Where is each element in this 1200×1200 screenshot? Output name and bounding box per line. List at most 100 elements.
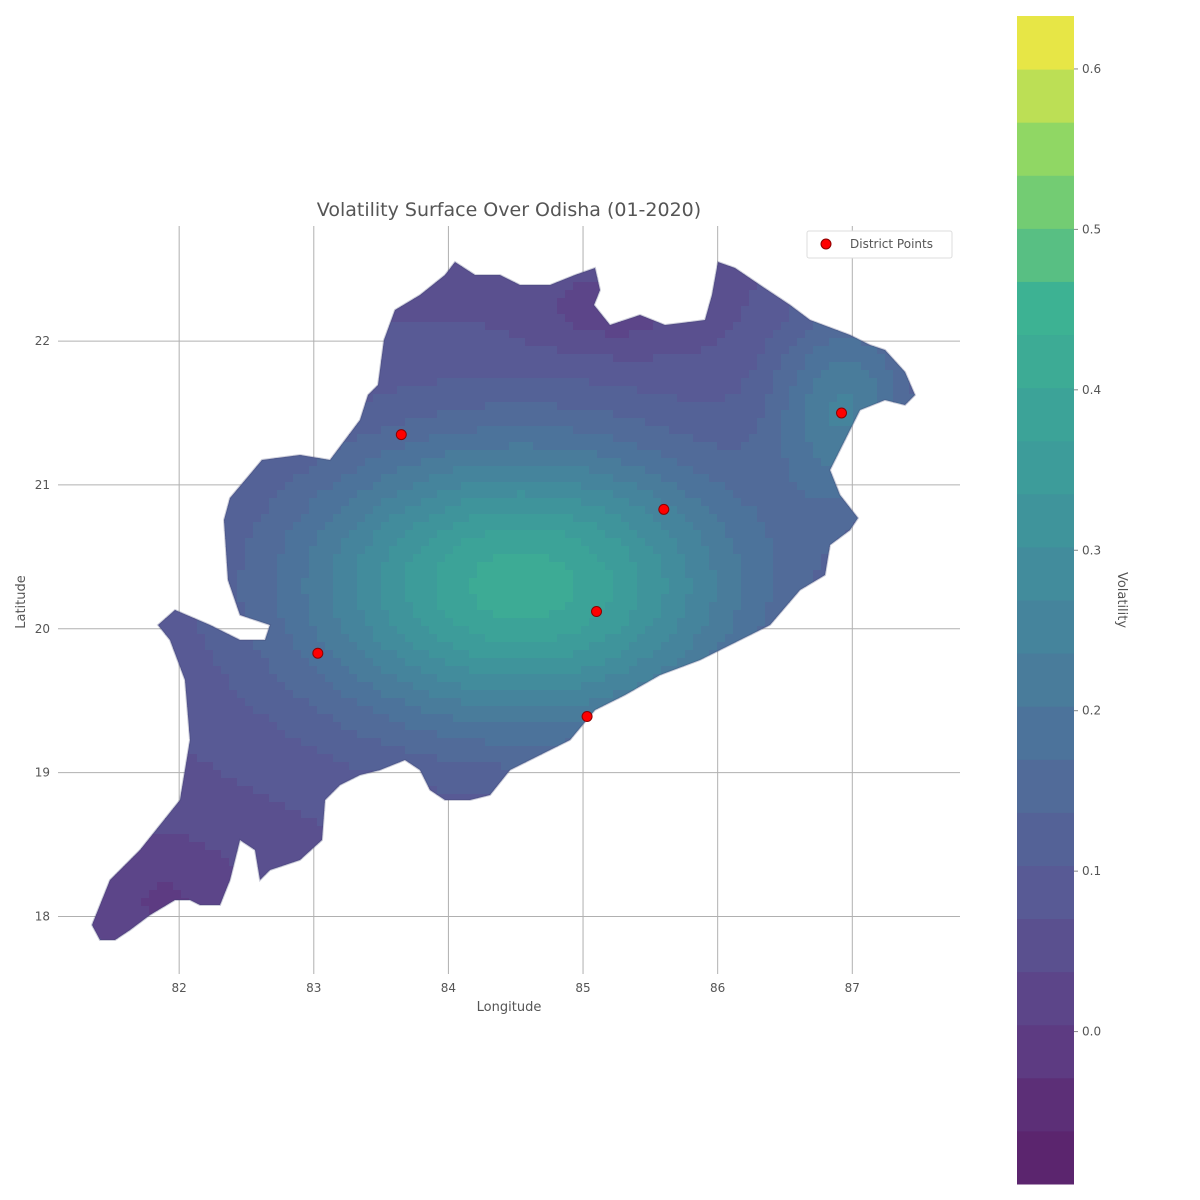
- surface-cell: [613, 450, 622, 459]
- surface-cell: [509, 386, 518, 395]
- surface-cell: [341, 498, 350, 507]
- surface-cell: [541, 594, 550, 603]
- surface-cell: [629, 370, 638, 379]
- surface-cell: [501, 466, 510, 475]
- surface-cell: [725, 530, 734, 539]
- surface-cell: [717, 546, 726, 555]
- surface-cell: [661, 410, 670, 419]
- surface-cell: [765, 426, 774, 435]
- surface-cell: [757, 418, 766, 427]
- surface-cell: [437, 618, 446, 627]
- surface-cell: [821, 498, 830, 507]
- surface-cell: [685, 538, 694, 547]
- surface-cell: [629, 466, 638, 475]
- surface-cell: [685, 514, 694, 523]
- surface-cell: [397, 474, 406, 483]
- surface-cell: [813, 378, 822, 387]
- surface-cell: [773, 394, 782, 403]
- surface-cell: [597, 410, 606, 419]
- surface-cell: [877, 378, 886, 387]
- surface-cell: [557, 354, 566, 363]
- surface-cell: [565, 330, 574, 339]
- surface-cell: [653, 442, 662, 451]
- surface-cell: [541, 322, 550, 331]
- surface-cell: [749, 474, 758, 483]
- surface-cell: [845, 370, 854, 379]
- surface-cell: [461, 506, 470, 515]
- surface-cell: [373, 506, 382, 515]
- surface-cell: [357, 586, 366, 595]
- surface-cell: [349, 426, 358, 435]
- surface-cell: [749, 546, 758, 555]
- surface-cell: [293, 466, 302, 475]
- surface-cell: [293, 546, 302, 555]
- surface-cell: [381, 338, 390, 347]
- surface-cell: [853, 338, 862, 347]
- surface-cell: [581, 618, 590, 627]
- surface-cell: [629, 530, 638, 539]
- surface-cell: [781, 362, 790, 371]
- surface-cell: [685, 402, 694, 411]
- surface-cell: [637, 490, 646, 499]
- surface-cell: [381, 546, 390, 555]
- surface-cell: [541, 586, 550, 595]
- surface-cell: [229, 562, 238, 571]
- surface-cell: [541, 394, 550, 403]
- surface-cell: [629, 450, 638, 459]
- surface-cell: [565, 298, 574, 307]
- surface-cell: [677, 538, 686, 547]
- surface-cell: [405, 594, 414, 603]
- surface-cell: [781, 418, 790, 427]
- surface-cell: [557, 338, 566, 347]
- surface-cell: [677, 466, 686, 475]
- surface-cell: [317, 538, 326, 547]
- surface-cell: [773, 506, 782, 515]
- surface-cell: [333, 482, 342, 491]
- surface-cell: [445, 546, 454, 555]
- surface-cell: [845, 506, 854, 515]
- surface-cell: [517, 386, 526, 395]
- surface-cell: [789, 514, 798, 523]
- surface-cell: [429, 626, 438, 635]
- surface-cell: [453, 562, 462, 571]
- surface-cell: [661, 450, 670, 459]
- surface-cell: [653, 506, 662, 515]
- surface-cell: [477, 394, 486, 403]
- surface-cell: [581, 410, 590, 419]
- surface-cell: [413, 442, 422, 451]
- surface-cell: [493, 594, 502, 603]
- surface-cell: [421, 450, 430, 459]
- surface-cell: [733, 282, 742, 291]
- surface-cell: [493, 586, 502, 595]
- surface-cell: [741, 314, 750, 323]
- surface-cell: [325, 618, 334, 627]
- surface-cell: [565, 418, 574, 427]
- surface-cell: [477, 290, 486, 299]
- surface-cell: [653, 434, 662, 443]
- surface-cell: [461, 482, 470, 491]
- surface-cell: [405, 370, 414, 379]
- surface-cell: [437, 306, 446, 315]
- surface-cell: [301, 546, 310, 555]
- surface-cell: [741, 426, 750, 435]
- surface-cell: [445, 330, 454, 339]
- surface-cell: [477, 370, 486, 379]
- surface-cell: [381, 354, 390, 363]
- surface-cell: [749, 394, 758, 403]
- surface-cell: [501, 578, 510, 587]
- surface-cell: [749, 578, 758, 587]
- surface-cell: [541, 338, 550, 347]
- surface-cell: [653, 498, 662, 507]
- surface-cell: [757, 514, 766, 523]
- surface-cell: [645, 570, 654, 579]
- surface-cell: [597, 602, 606, 611]
- surface-cell: [701, 362, 710, 371]
- surface-cell: [797, 338, 806, 347]
- surface-cell: [245, 506, 254, 515]
- surface-cell: [477, 386, 486, 395]
- surface-cell: [437, 450, 446, 459]
- surface-cell: [397, 506, 406, 515]
- surface-cell: [605, 410, 614, 419]
- surface-cell: [461, 346, 470, 355]
- surface-cell: [501, 362, 510, 371]
